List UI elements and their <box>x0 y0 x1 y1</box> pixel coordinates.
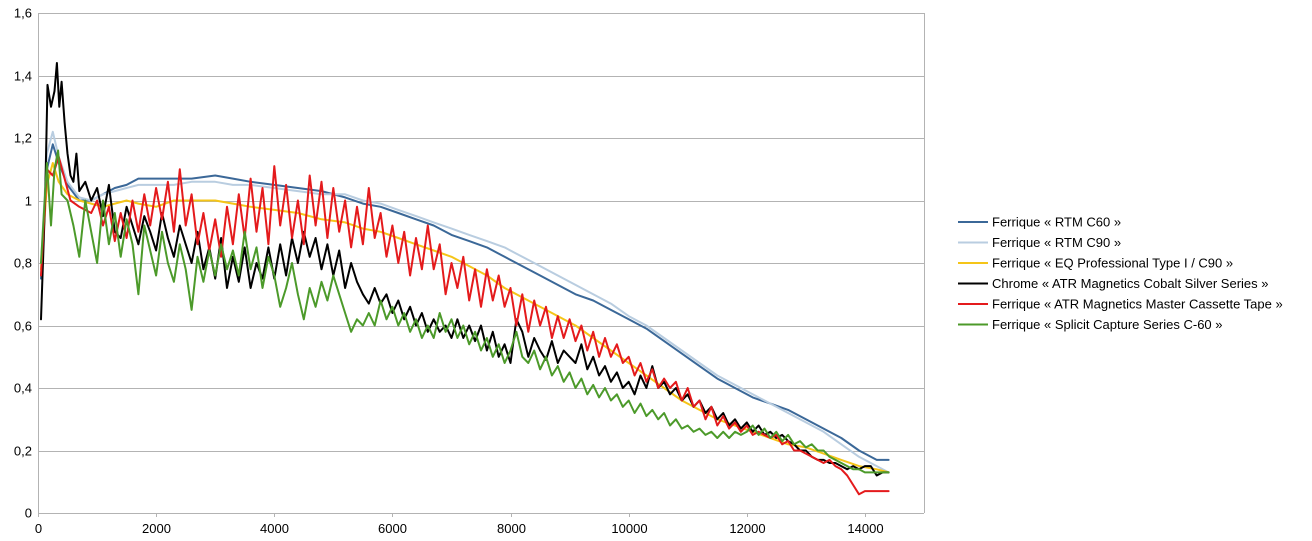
y-tick-label: 1 <box>25 194 32 209</box>
y-tick-label: 0,8 <box>14 256 32 271</box>
y-tick-label: 0,6 <box>14 319 32 334</box>
x-tick-label: 10000 <box>611 521 647 536</box>
y-tick-label: 1,2 <box>14 131 32 146</box>
x-tick-label: 8000 <box>497 521 526 536</box>
series-line-2 <box>40 130 890 474</box>
y-tick-label: 0,4 <box>14 381 32 396</box>
legend-label-3: Ferrique « EQ Professional Type I / C90 … <box>992 256 1233 271</box>
x-tick-label: 14000 <box>847 521 883 536</box>
x-tick-label: 0 <box>35 521 42 536</box>
legend-label-5: Ferrique « ATR Magnetics Master Cassette… <box>992 297 1283 312</box>
y-tick-label: 1,4 <box>14 69 32 84</box>
x-tick-label: 2000 <box>142 521 171 536</box>
series-line-6 <box>40 149 890 474</box>
legend-label-4: Chrome « ATR Magnetics Cobalt Silver Ser… <box>992 276 1268 291</box>
x-tick-label: 4000 <box>260 521 289 536</box>
legend-label-6: Ferrique « Splicit Capture Series C-60 » <box>992 317 1223 332</box>
series-line-3 <box>40 162 890 474</box>
x-tick-label: 12000 <box>729 521 765 536</box>
plot-area <box>40 62 890 496</box>
legend-label-2: Ferrique « RTM C90 » <box>992 235 1121 250</box>
axes: 0 0,2 0,4 0,6 0,8 1 1,2 1,4 1,6 0 2000 4000 6000 8000… <box>14 6 925 536</box>
y-tick-label: 1,6 <box>14 6 32 21</box>
legend-label-1: Ferrique « RTM C60 » <box>992 215 1121 230</box>
legend: Ferrique « RTM C60 » Ferrique « RTM C90 »… <box>958 215 1283 332</box>
series-line-5 <box>40 155 890 496</box>
series-line-4 <box>40 62 890 477</box>
series-line-1 <box>40 143 890 461</box>
x-tick-label: 6000 <box>378 521 407 536</box>
y-tick-label: 0 <box>25 506 32 521</box>
y-tick-label: 0,2 <box>14 444 32 459</box>
